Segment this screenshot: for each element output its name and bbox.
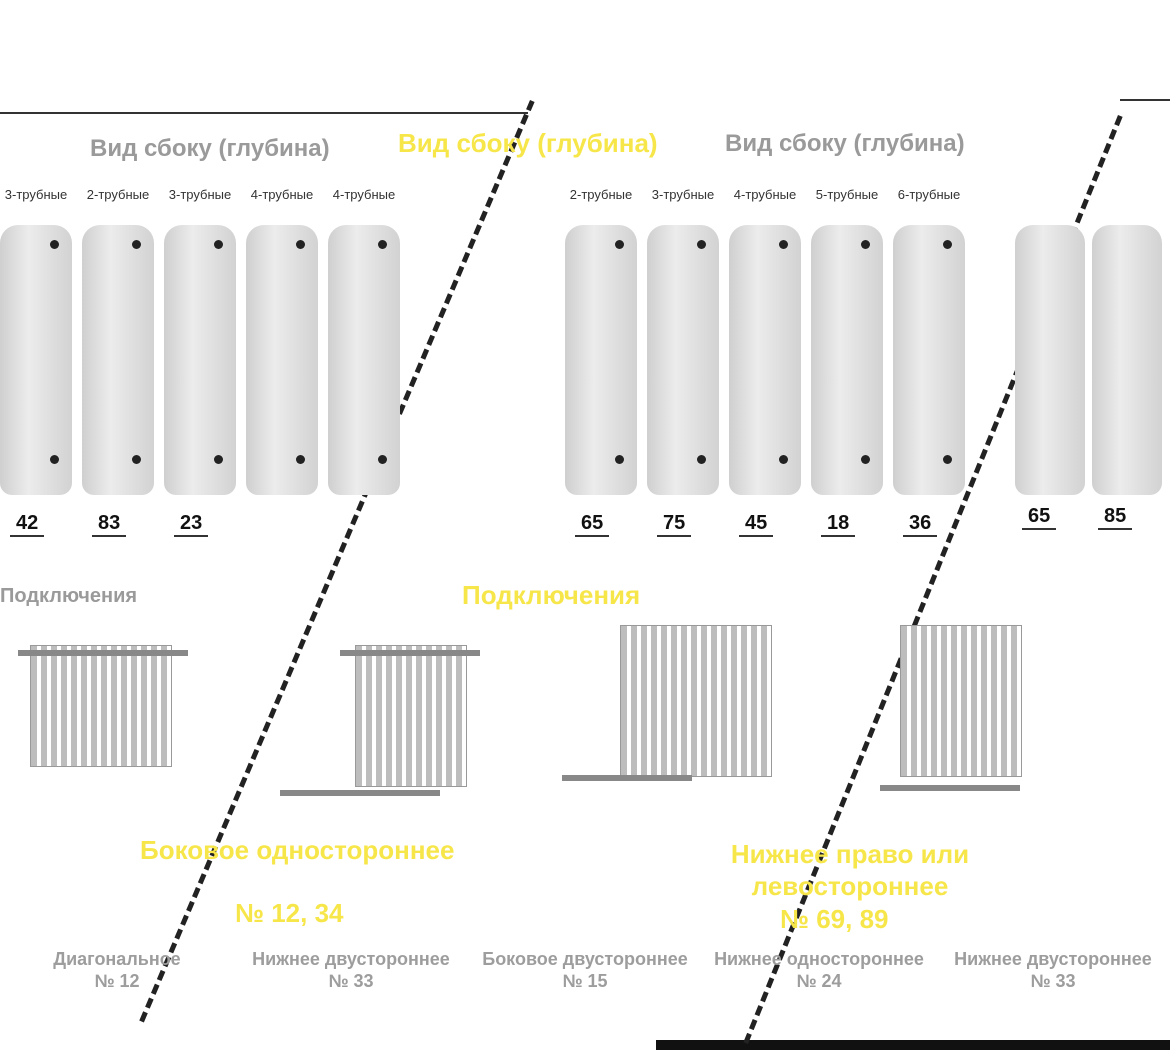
pipe-port	[296, 240, 305, 249]
depth-value: 45	[739, 512, 774, 537]
column-label: 4-трубные	[733, 187, 797, 202]
connection-label: Боковое двустороннее	[482, 949, 688, 969]
pipe-port	[378, 240, 387, 249]
pipe-port	[214, 455, 223, 464]
column-label: 5-трубные	[815, 187, 879, 202]
pipe-port	[943, 240, 952, 249]
pipe-port	[132, 455, 141, 464]
side-view-title: Вид сбоку (глубина)	[398, 128, 658, 158]
pipe	[562, 775, 692, 781]
pipe-port	[615, 455, 624, 464]
frame-top-line	[0, 112, 528, 114]
connections-title-shadow: Подключения	[0, 585, 138, 607]
column-label: 3-трубные	[651, 187, 715, 202]
radiator-section	[729, 225, 801, 495]
connection-code: № 15	[562, 971, 608, 991]
radiator-section	[1092, 225, 1162, 495]
connection-type: Диагональное № 12	[0, 948, 234, 992]
pipe	[880, 785, 1020, 791]
column-label: 3-трубные	[4, 187, 68, 202]
pipe-port	[615, 240, 624, 249]
side-view-title-left: Вид сбоку (глубина)	[90, 135, 330, 162]
column-label: 4-трубные	[332, 187, 396, 202]
connection-label: Нижнее одностороннее	[714, 949, 924, 969]
pipe-port	[861, 240, 870, 249]
radiator-section	[565, 225, 637, 495]
connection-type: Нижнее двустороннее № 33	[936, 948, 1170, 992]
connection-type: Нижнее одностороннее № 24	[702, 948, 936, 992]
connection-label: Нижнее двустороннее	[252, 949, 450, 969]
column-label: 2-трубные	[86, 187, 150, 202]
depth-value: 65	[575, 512, 610, 537]
connection-code: № 12	[94, 971, 140, 991]
pipe-port	[779, 455, 788, 464]
pipe	[280, 790, 440, 796]
radiator-section	[893, 225, 965, 495]
pipe-port	[132, 240, 141, 249]
connection-label: Диагональное	[53, 949, 181, 969]
connection-code: № 33	[328, 971, 374, 991]
connection-label: Боковое одностороннее	[140, 835, 455, 865]
connection-code: № 33	[1030, 971, 1076, 991]
connection-types-row: Диагональное № 12 Нижнее двустороннее № 33…	[0, 948, 1170, 992]
depth-value: 18	[821, 512, 856, 537]
connection-label: Нижнее двустороннее	[954, 949, 1152, 969]
connection-code: № 12, 34	[235, 898, 344, 928]
pipe-port	[378, 455, 387, 464]
connection-code: № 69, 89	[780, 904, 889, 934]
pipe	[18, 650, 188, 656]
column-label: 6-трубные	[897, 187, 961, 202]
depth-value: 85	[1098, 505, 1133, 530]
pipe-port	[697, 455, 706, 464]
radiator-section	[82, 225, 154, 495]
depth-value: 42	[10, 512, 45, 537]
side-view-title-right: Вид сбоку (глубина)	[725, 130, 965, 157]
radiator-section	[811, 225, 883, 495]
connection-code: № 24	[796, 971, 842, 991]
depth-value: 75	[657, 512, 692, 537]
bottom-bar	[656, 1040, 1170, 1050]
radiator-section	[0, 225, 72, 495]
radiator-diagram	[355, 645, 467, 787]
radiator-section	[328, 225, 400, 495]
column-label: 3-трубные	[168, 187, 232, 202]
depth-value: 83	[92, 512, 127, 537]
connection-label: Нижнее право или левостороннее	[730, 839, 970, 901]
radiator-section	[1015, 225, 1085, 495]
radiator-section	[246, 225, 318, 495]
depth-value: 23	[174, 512, 209, 537]
column-label: 4-трубные	[250, 187, 314, 202]
pipe-port	[943, 455, 952, 464]
pipe-port	[861, 455, 870, 464]
pipe-port	[50, 455, 59, 464]
radiator-section	[164, 225, 236, 495]
radiator-diagram	[620, 625, 772, 777]
connection-type: Нижнее двустороннее № 33	[234, 948, 468, 992]
connection-type: Боковое двустороннее № 15	[468, 948, 702, 992]
radiator-diagram	[30, 645, 172, 767]
pipe-port	[214, 240, 223, 249]
pipe	[340, 650, 480, 656]
pipe-port	[50, 240, 59, 249]
depth-value: 36	[903, 512, 938, 537]
column-label: 2-трубные	[569, 187, 633, 202]
pipe-port	[779, 240, 788, 249]
frame-top-right-line	[1120, 99, 1170, 101]
radiator-diagram	[900, 625, 1022, 777]
radiator-section	[647, 225, 719, 495]
pipe-port	[697, 240, 706, 249]
connections-title: Подключения	[462, 580, 641, 610]
pipe-port	[296, 455, 305, 464]
depth-value: 65	[1022, 505, 1057, 530]
